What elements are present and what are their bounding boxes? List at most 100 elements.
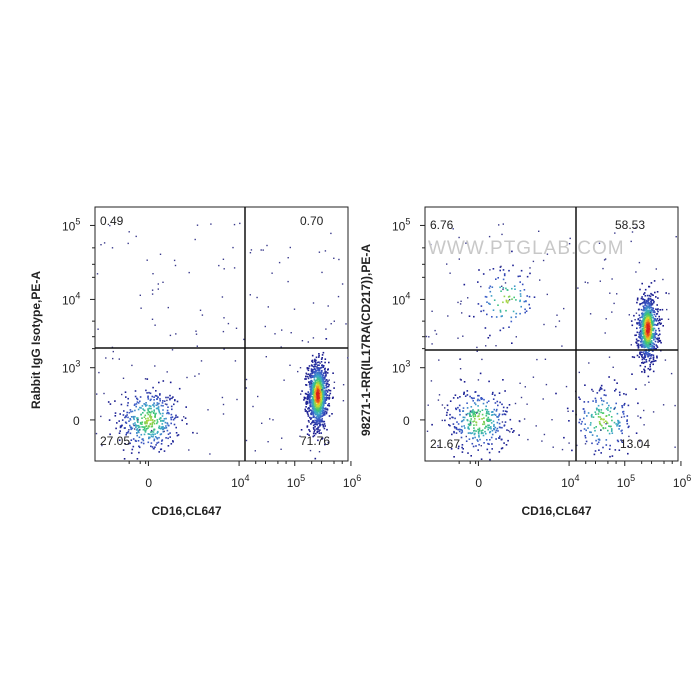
event-dot: [114, 412, 117, 414]
event-dot: [648, 325, 650, 328]
event-dot: [591, 442, 593, 445]
event-dot: [621, 441, 624, 443]
event-dot: [647, 314, 649, 316]
event-dot: [315, 369, 317, 372]
event-dot: [327, 397, 329, 399]
event-dot: [556, 314, 558, 316]
event-dot: [470, 415, 472, 418]
event-dot: [490, 426, 492, 428]
y-tick-label: 105: [392, 216, 410, 233]
event-dot: [472, 420, 474, 423]
quadrant-lower-left: 27.05: [100, 434, 130, 448]
event-dot: [342, 384, 345, 386]
event-dot: [467, 432, 470, 434]
event-dot: [145, 420, 148, 422]
event-dot: [642, 329, 645, 332]
event-dot: [307, 369, 310, 372]
event-dot: [473, 420, 476, 422]
event-dot: [576, 444, 578, 447]
event-dot: [520, 305, 522, 308]
event-dot: [159, 413, 162, 415]
event-dot: [650, 316, 653, 319]
event-dot: [638, 261, 641, 264]
event-dot: [316, 365, 318, 368]
event-dot: [606, 422, 609, 425]
event-dot: [593, 427, 596, 429]
event-dot: [643, 319, 645, 321]
event-dot: [642, 298, 644, 300]
event-dot: [593, 453, 596, 456]
event-dot: [309, 396, 311, 399]
event-dot: [322, 425, 325, 428]
event-dot: [167, 424, 170, 427]
event-dot: [312, 426, 315, 429]
y-axis-label: 98271-1-RR(IL17RA(CD217)),PE-A: [359, 244, 373, 436]
event-dot: [482, 434, 485, 437]
event-dot: [491, 414, 494, 416]
event-dot: [477, 394, 479, 397]
event-dot: [647, 301, 650, 303]
event-dot: [310, 401, 312, 404]
event-dot: [458, 258, 460, 260]
event-dot: [465, 440, 468, 442]
event-dot: [640, 354, 642, 356]
event-dot: [618, 449, 621, 451]
event-dot: [473, 411, 476, 414]
event-dot: [310, 418, 312, 420]
event-dot: [458, 445, 460, 448]
event-dot: [311, 396, 314, 398]
event-dot: [307, 367, 310, 369]
event-dot: [306, 411, 309, 414]
event-dot: [598, 389, 601, 392]
event-dot: [486, 410, 488, 413]
event-dot: [311, 399, 313, 401]
event-dot: [649, 315, 651, 317]
event-dot: [314, 423, 316, 426]
event-dot: [135, 403, 138, 405]
event-dot: [656, 345, 658, 347]
event-dot: [305, 375, 307, 378]
event-dot: [109, 224, 111, 227]
event-dot: [136, 424, 138, 427]
event-dot: [670, 372, 673, 375]
event-dot: [580, 423, 583, 425]
event-dot: [645, 307, 648, 309]
event-dot: [314, 372, 316, 375]
event-dot: [526, 275, 529, 278]
event-dot: [647, 310, 649, 312]
event-dot: [446, 263, 448, 265]
event-dot: [640, 297, 643, 300]
event-dot: [256, 296, 258, 299]
event-dot: [313, 371, 315, 374]
event-dot: [656, 324, 659, 326]
event-dot: [614, 390, 616, 392]
event-dot: [166, 371, 168, 373]
event-dot: [311, 401, 314, 404]
event-dot: [478, 269, 480, 271]
event-dot: [592, 390, 594, 392]
event-dot: [312, 411, 315, 413]
event-dot: [321, 384, 323, 387]
event-dot: [512, 264, 514, 267]
event-dot: [491, 393, 494, 395]
event-dot: [323, 391, 325, 393]
event-dot: [640, 323, 642, 325]
event-dot: [313, 378, 316, 381]
event-dot: [314, 380, 316, 383]
event-dot: [323, 427, 326, 430]
event-dot: [518, 434, 520, 436]
event-dot: [200, 360, 203, 362]
quadrant-upper-left: 0.49: [100, 214, 124, 228]
event-dot: [321, 420, 324, 423]
event-dot: [127, 397, 129, 400]
event-dot: [644, 329, 646, 332]
event-dot: [631, 324, 634, 327]
event-dot: [314, 402, 316, 404]
event-dot: [165, 427, 168, 429]
event-dot: [320, 432, 322, 434]
event-dot: [447, 409, 449, 411]
event-dot: [644, 361, 646, 364]
event-dot: [310, 386, 313, 389]
event-dot: [438, 359, 440, 361]
event-dot: [320, 361, 323, 363]
